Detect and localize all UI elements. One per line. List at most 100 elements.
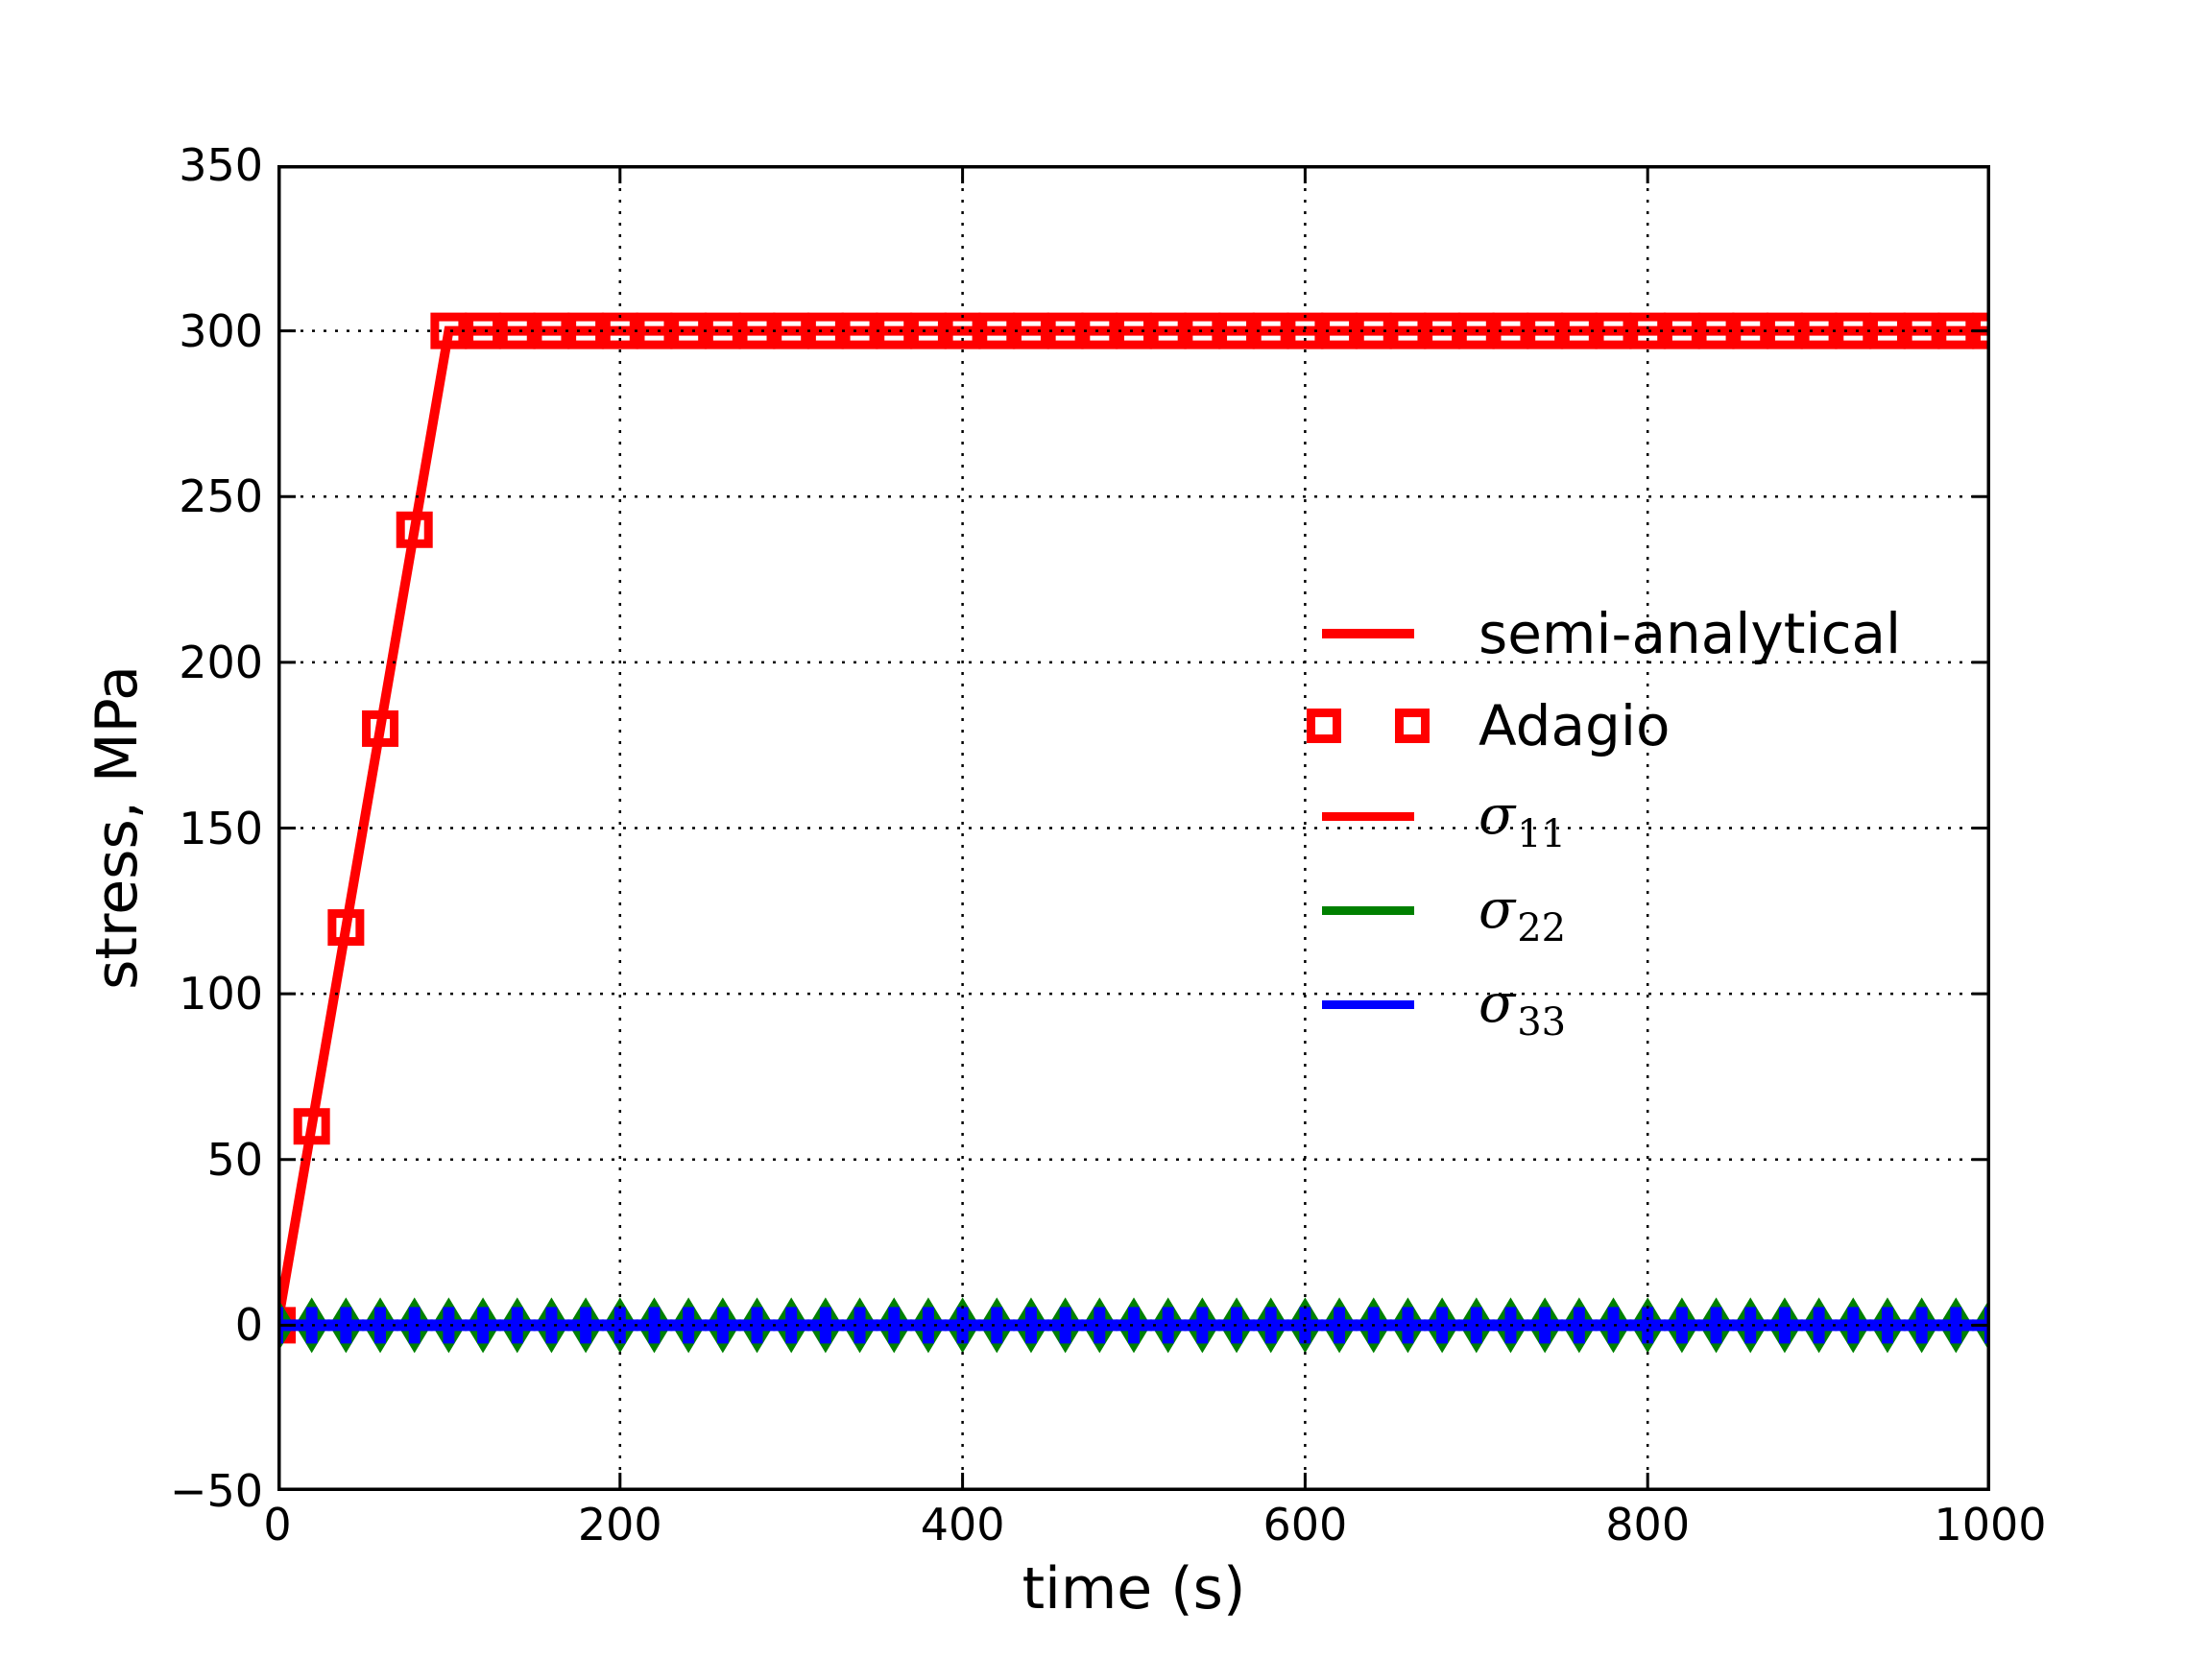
legend-handle-sigma33 <box>1296 961 1479 1047</box>
adagio-square-marker <box>1424 312 1461 349</box>
adagio-square-marker <box>396 511 433 548</box>
adagio-square-marker <box>841 312 878 349</box>
adagio-square-marker <box>362 709 399 747</box>
adagio-square-marker <box>1321 312 1358 349</box>
plus-marker <box>1663 1307 1700 1344</box>
plus-marker <box>567 1307 605 1344</box>
legend-handle-sigma11 <box>1296 773 1479 859</box>
x-tick-label: 800 <box>1605 1499 1691 1551</box>
plus-marker <box>909 1307 947 1344</box>
plus-marker <box>1835 1307 1872 1344</box>
plus-marker <box>601 1307 638 1344</box>
plus-marker <box>841 1307 878 1344</box>
line-sample-icon <box>1322 1000 1414 1009</box>
adagio-square-marker <box>293 1108 330 1145</box>
x-tick-label: 400 <box>920 1499 1005 1551</box>
plus-marker <box>1046 1307 1084 1344</box>
plus-marker <box>806 1307 844 1344</box>
plus-marker <box>876 1307 913 1344</box>
plus-marker <box>1012 1307 1049 1344</box>
axis-ticks <box>279 167 1988 1489</box>
plus-marker <box>1149 1307 1187 1344</box>
plus-marker <box>1800 1307 1838 1344</box>
line-sample-icon <box>1322 812 1414 821</box>
plus-marker <box>1081 1307 1118 1344</box>
adagio-square-marker <box>1937 312 1975 349</box>
legend-label-semi-analytical: semi-analytical <box>1479 601 1902 666</box>
adagio-square-marker <box>1355 312 1392 349</box>
plot-area <box>277 165 1990 1491</box>
plus-marker <box>465 1307 502 1344</box>
x-tick-label: 600 <box>1262 1499 1348 1551</box>
line-sample-icon <box>1322 629 1414 638</box>
gridlines <box>277 165 1990 1491</box>
series-sigma11-line <box>277 325 1990 1327</box>
plus-marker <box>944 1307 981 1344</box>
plus-marker <box>978 1307 1016 1344</box>
line-sample-icon <box>1322 906 1414 915</box>
plus-marker <box>362 1307 399 1344</box>
y-tick-label: 200 <box>179 636 263 688</box>
adagio-square-marker <box>567 312 605 349</box>
plus-marker <box>704 1307 741 1344</box>
adagio-square-marker <box>738 312 776 349</box>
adagio-square-marker <box>1389 312 1427 349</box>
y-tick-label: 0 <box>234 1299 263 1352</box>
plus-marker <box>1766 1307 1803 1344</box>
x-tick-label: 200 <box>577 1499 662 1551</box>
plus-marker <box>1629 1307 1667 1344</box>
axes-frame <box>277 165 1990 1491</box>
y-tick-label: 350 <box>179 139 263 191</box>
legend-handle-adagio <box>1296 683 1479 769</box>
plus-marker <box>636 1307 673 1344</box>
plus-marker <box>738 1307 776 1344</box>
legend-entry-semi-analytical: semi-analytical <box>1296 590 1901 677</box>
adagio-square-marker <box>670 312 708 349</box>
legend-entry-sigma11: σ11 <box>1296 773 1566 859</box>
series-sigma33-markers <box>277 1307 1990 1344</box>
legend-entry-adagio: Adagio <box>1296 683 1670 769</box>
plus-marker <box>773 1307 810 1344</box>
plus-marker <box>1732 1307 1769 1344</box>
adagio-square-marker <box>704 312 741 349</box>
x-axis-label: time (s) <box>1022 1555 1246 1623</box>
adagio-square-marker <box>533 312 570 349</box>
plus-marker <box>533 1307 570 1344</box>
legend-label-sigma33: σ33 <box>1479 973 1567 1045</box>
legend-label-sigma22: σ22 <box>1479 878 1567 950</box>
open-square-marker-icon <box>1307 709 1341 743</box>
plot-canvas <box>277 165 1990 1491</box>
plus-marker <box>396 1307 433 1344</box>
plus-marker <box>670 1307 708 1344</box>
y-tick-label: 300 <box>179 304 263 357</box>
adagio-square-marker <box>876 312 913 349</box>
plus-marker <box>1903 1307 1940 1344</box>
adagio-square-marker <box>909 312 947 349</box>
y-tick-label: 250 <box>179 470 263 523</box>
series-sigma11-adagio-markers <box>277 312 1990 1344</box>
legend-entry-sigma33: σ33 <box>1296 961 1566 1047</box>
open-square-marker-icon <box>1395 709 1430 743</box>
legend-label-sigma11: σ11 <box>1479 784 1567 856</box>
plus-marker <box>1937 1307 1975 1344</box>
x-tick-label: 0 <box>263 1499 292 1551</box>
plus-marker <box>498 1307 536 1344</box>
adagio-square-marker <box>636 312 673 349</box>
y-tick-label: 50 <box>206 1133 263 1186</box>
adagio-square-marker <box>773 312 810 349</box>
plus-marker <box>430 1307 468 1344</box>
adagio-square-marker <box>327 909 365 947</box>
adagio-square-marker <box>1903 312 1940 349</box>
x-tick-label: 1000 <box>1934 1499 2047 1551</box>
adagio-square-marker <box>806 312 844 349</box>
adagio-square-marker <box>1835 312 1872 349</box>
adagio-square-marker <box>1457 312 1495 349</box>
legend-handle-sigma22 <box>1296 867 1479 953</box>
plus-marker <box>1868 1307 1906 1344</box>
y-tick-label: 150 <box>179 802 263 854</box>
legend-entry-sigma22: σ22 <box>1296 867 1566 953</box>
legend-handle-semi-analytical <box>1296 590 1479 677</box>
y-tick-label: 100 <box>179 968 263 1021</box>
plus-marker <box>1697 1307 1735 1344</box>
